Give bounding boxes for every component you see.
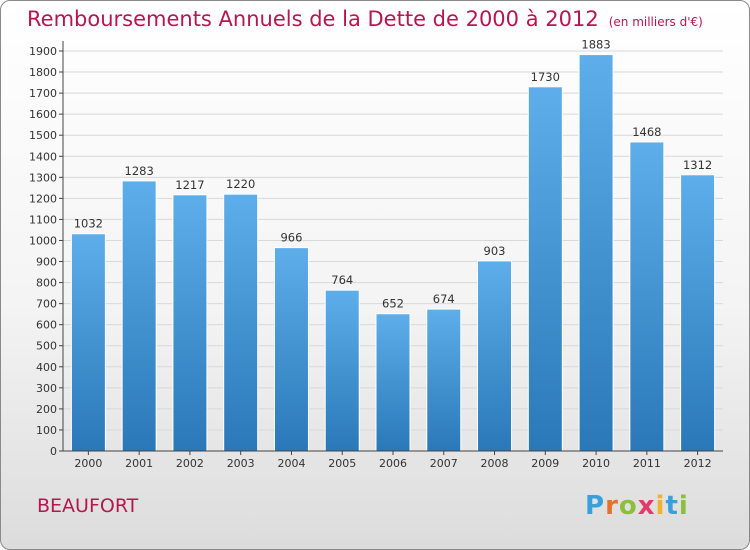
bar bbox=[426, 308, 462, 452]
bar-value-label: 1730 bbox=[531, 70, 560, 84]
bar-value-label: 1220 bbox=[226, 177, 255, 191]
x-tick-label: 2001 bbox=[125, 457, 153, 470]
bar bbox=[273, 247, 309, 452]
x-tick-label: 2002 bbox=[176, 457, 204, 470]
x-tick-label: 2010 bbox=[582, 457, 610, 470]
logo-letter: t bbox=[665, 491, 679, 521]
bar-value-label: 903 bbox=[484, 244, 506, 258]
y-tick-label: 600 bbox=[36, 319, 57, 332]
bar-value-label: 674 bbox=[433, 292, 455, 306]
proxiti-logo: Proxiti bbox=[585, 491, 689, 521]
bar bbox=[70, 233, 106, 452]
y-tick-label: 500 bbox=[36, 340, 57, 353]
bar bbox=[527, 86, 563, 452]
x-tick-label: 2009 bbox=[531, 457, 559, 470]
logo-letter: o bbox=[618, 491, 638, 521]
bar bbox=[223, 193, 259, 452]
bar-value-label: 1032 bbox=[74, 217, 103, 231]
city-name: BEAUFORT bbox=[37, 495, 139, 517]
y-tick-label: 100 bbox=[36, 424, 57, 437]
logo-letter: r bbox=[605, 491, 619, 521]
bar-value-label: 966 bbox=[280, 231, 302, 245]
axis-layer bbox=[59, 41, 723, 455]
y-tick-label: 1400 bbox=[29, 150, 57, 163]
y-tick-label: 1300 bbox=[29, 171, 57, 184]
bar bbox=[477, 260, 513, 452]
y-tick-label: 700 bbox=[36, 298, 57, 311]
y-tick-label: 1900 bbox=[29, 45, 57, 58]
bar bbox=[629, 141, 665, 452]
chart-subtitle: (en milliers d'€) bbox=[608, 15, 703, 29]
logo-letter: i bbox=[678, 491, 689, 521]
x-tick-label: 2006 bbox=[379, 457, 407, 470]
x-tick-label: 2011 bbox=[633, 457, 661, 470]
logo-letter: P bbox=[585, 491, 606, 521]
logo-letter: x bbox=[637, 491, 656, 521]
y-tick-label: 1600 bbox=[29, 108, 57, 121]
y-tick-label: 900 bbox=[36, 256, 57, 269]
x-tick-label: 2008 bbox=[481, 457, 509, 470]
bar-layer bbox=[70, 54, 716, 452]
x-tick-label: 2003 bbox=[227, 457, 255, 470]
x-tick-label: 2012 bbox=[684, 457, 712, 470]
logo-letter: i bbox=[655, 491, 666, 521]
x-tick-label: 2004 bbox=[277, 457, 305, 470]
chart-title-text: Remboursements Annuels de la Dette de 20… bbox=[27, 7, 599, 31]
label-layer: 0 100 200 300 400 500 600 700 800 900 1000 1100 1200… bbox=[29, 38, 712, 470]
bar bbox=[578, 54, 614, 452]
y-tick-label: 1100 bbox=[29, 213, 57, 226]
y-tick-label: 400 bbox=[36, 361, 57, 374]
y-tick-label: 1200 bbox=[29, 192, 57, 205]
bar bbox=[375, 313, 411, 452]
y-tick-label: 1700 bbox=[29, 87, 57, 100]
bar bbox=[121, 180, 157, 452]
y-tick-label: 1800 bbox=[29, 66, 57, 79]
y-tick-label: 1500 bbox=[29, 129, 57, 142]
y-tick-label: 200 bbox=[36, 403, 57, 416]
y-tick-label: 1000 bbox=[29, 234, 57, 247]
y-tick-label: 0 bbox=[50, 445, 57, 458]
bar-value-label: 764 bbox=[331, 273, 353, 287]
bar-value-label: 652 bbox=[382, 297, 404, 311]
bar-value-label: 1217 bbox=[175, 178, 204, 192]
x-tick-label: 2000 bbox=[74, 457, 102, 470]
bar-value-label: 1312 bbox=[683, 158, 712, 172]
y-tick-label: 300 bbox=[36, 382, 57, 395]
x-tick-label: 2007 bbox=[430, 457, 458, 470]
bar-value-label: 1283 bbox=[125, 164, 154, 178]
bar-value-label: 1883 bbox=[581, 38, 610, 52]
bar bbox=[172, 194, 208, 452]
chart-title: Remboursements Annuels de la Dette de 20… bbox=[27, 7, 703, 31]
x-tick-label: 2005 bbox=[328, 457, 356, 470]
bar bbox=[680, 174, 716, 452]
bar-value-label: 1468 bbox=[632, 125, 661, 139]
bar bbox=[324, 289, 360, 452]
y-tick-label: 800 bbox=[36, 277, 57, 290]
